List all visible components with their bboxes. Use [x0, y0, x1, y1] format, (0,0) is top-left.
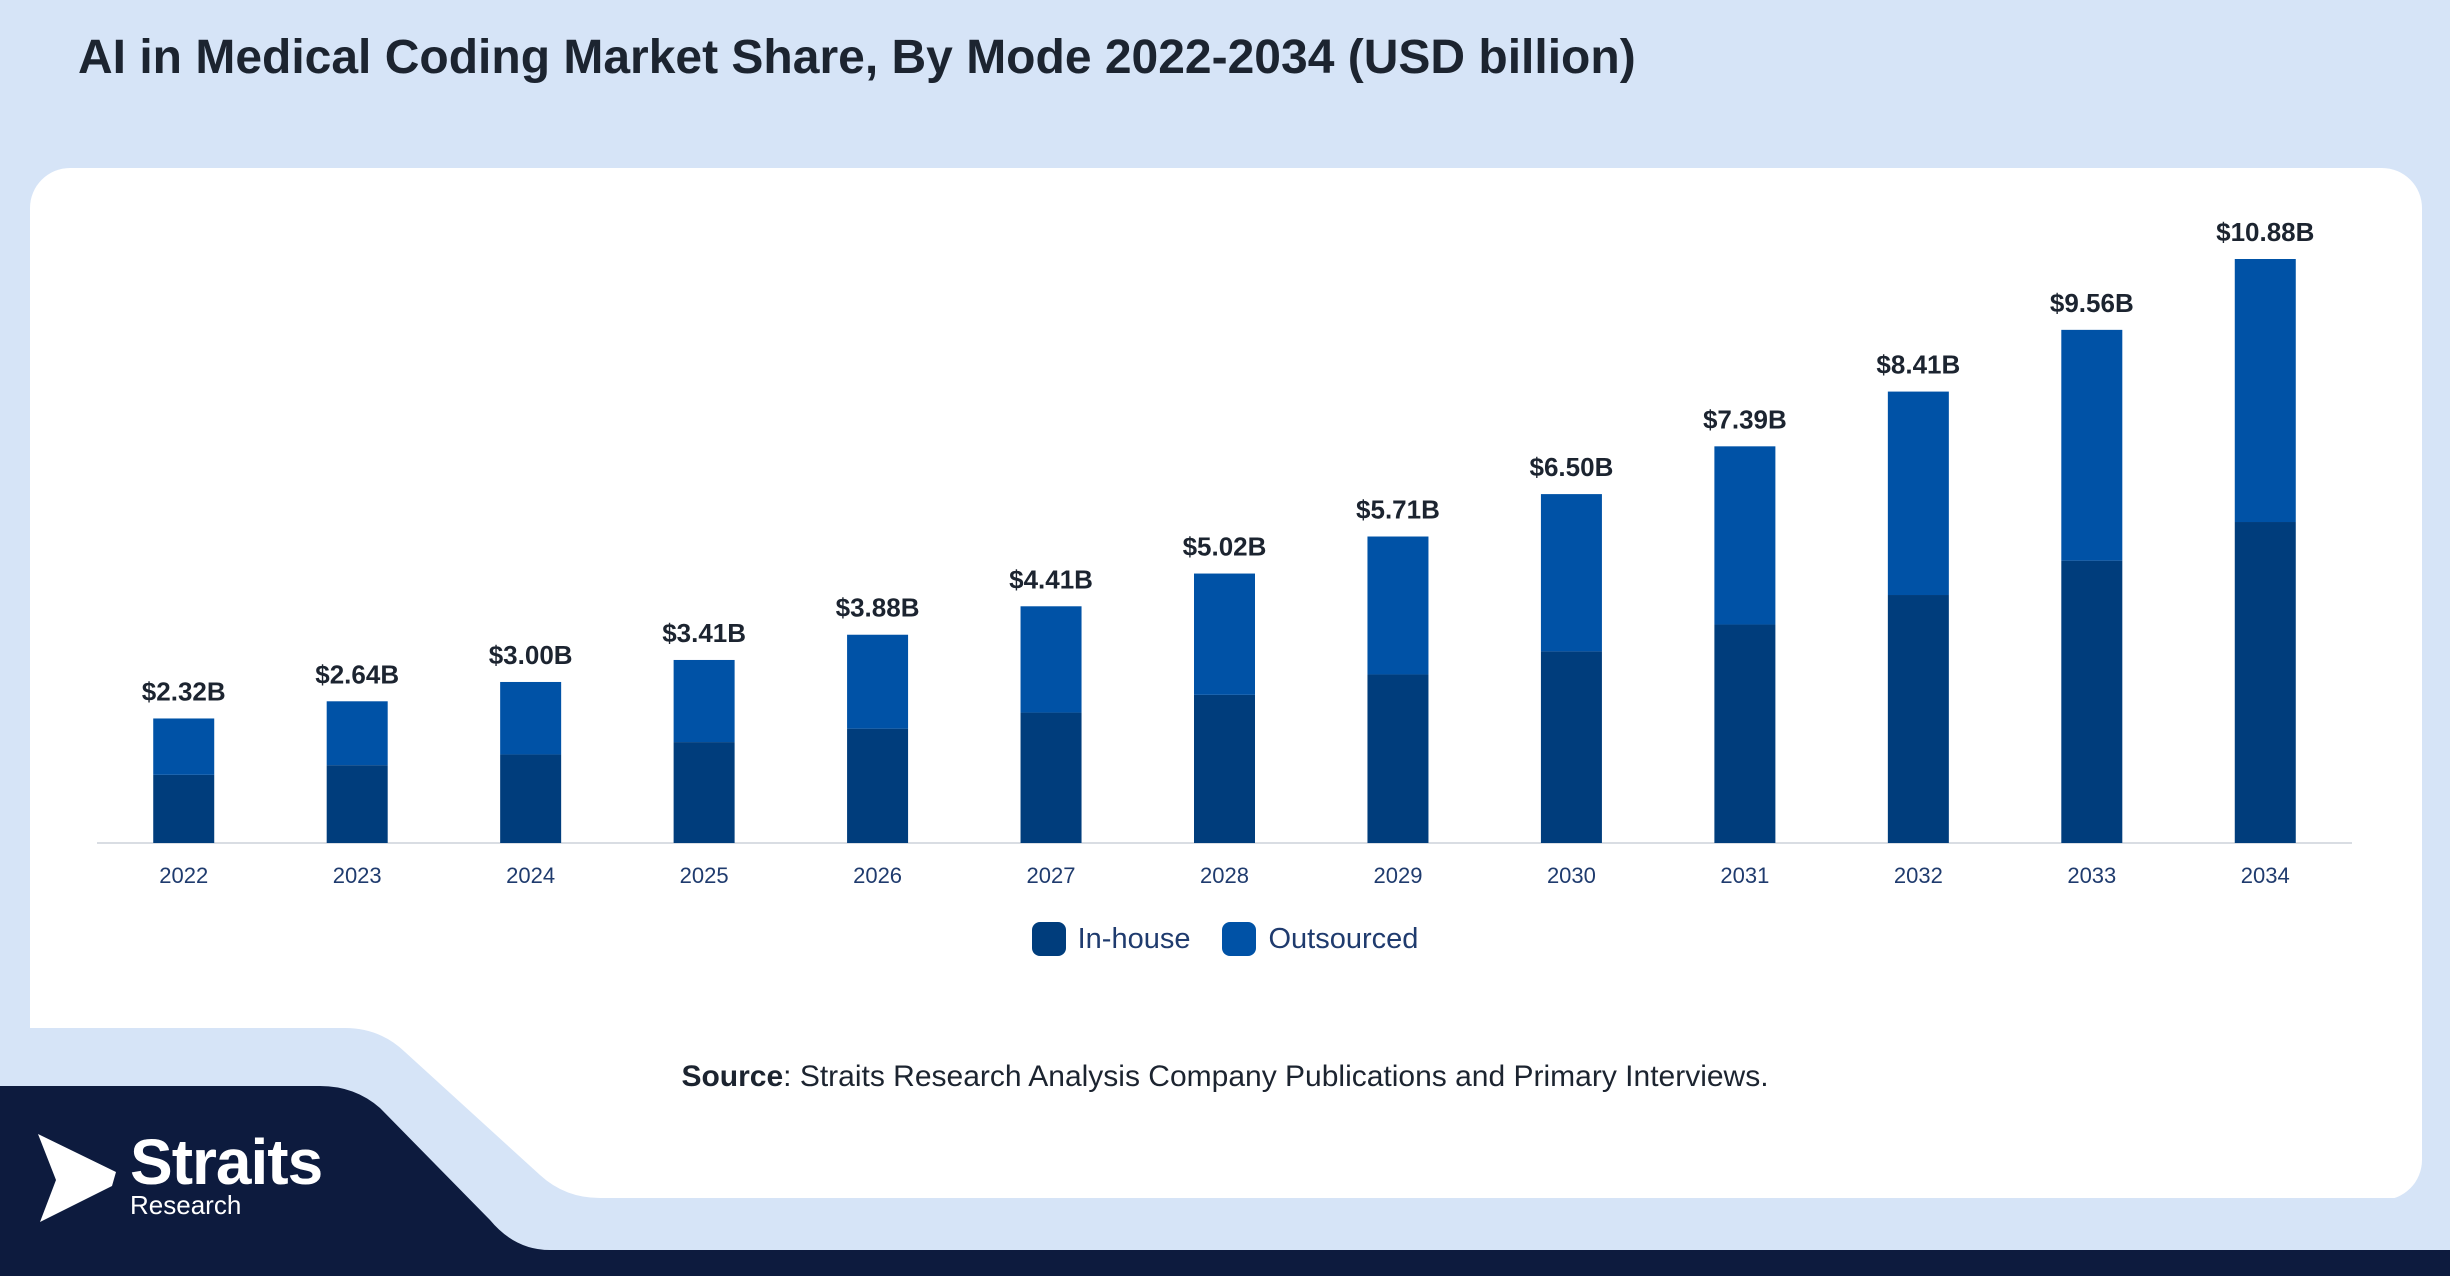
straits-logo-icon	[38, 1134, 116, 1222]
x-tick-label-2023: 2023	[333, 863, 382, 888]
x-tick-label-2033: 2033	[2067, 863, 2116, 888]
bar-in-house-2029	[1367, 674, 1429, 843]
data-label-2034: $10.88B	[2216, 217, 2314, 247]
bar-in-house-2024	[500, 754, 562, 843]
data-label-2026: $3.88B	[836, 593, 920, 623]
data-label-2032: $8.41B	[1876, 350, 1960, 380]
data-label-2024: $3.00B	[489, 640, 573, 670]
bar-outsourced-2024	[500, 681, 562, 755]
data-label-2023: $2.64B	[315, 659, 399, 689]
bar-outsourced-2031	[1714, 446, 1776, 625]
x-tick-label-2034: 2034	[2241, 863, 2290, 888]
bar-in-house-2030	[1540, 651, 1602, 843]
bar-in-house-2034	[2234, 522, 2296, 843]
data-label-2028: $5.02B	[1183, 532, 1267, 562]
chart-legend: In-house Outsourced	[0, 922, 2450, 956]
bar-in-house-2027	[1020, 712, 1082, 843]
bar-outsourced-2032	[1887, 391, 1949, 596]
panel-cutout	[0, 1028, 2450, 1276]
brand-name: Straits	[130, 1126, 323, 1198]
x-tick-label-2031: 2031	[1720, 863, 1769, 888]
x-tick-label-2022: 2022	[159, 863, 208, 888]
legend-swatch-in-house	[1031, 922, 1066, 956]
legend-label-outsourced: Outsourced	[1268, 922, 1419, 955]
bar-in-house-2032	[1887, 595, 1949, 843]
legend-item-outsourced: Outsourced	[1222, 922, 1418, 956]
data-label-2025: $3.41B	[662, 618, 746, 648]
legend-label-in-house: In-house	[1077, 922, 1191, 955]
legend-swatch-outsourced	[1222, 922, 1257, 956]
x-tick-label-2027: 2027	[1027, 863, 1076, 888]
source-label: Source	[681, 1060, 784, 1093]
bar-in-house-2028	[1194, 694, 1255, 843]
x-tick-label-2029: 2029	[1373, 863, 1422, 888]
bar-in-house-2025	[673, 742, 735, 843]
source-text: : Straits Research Analysis Company Publ…	[783, 1060, 1769, 1093]
bar-outsourced-2026	[847, 634, 909, 729]
x-tick-label-2028: 2028	[1200, 863, 1249, 888]
bar-outsourced-2025	[673, 659, 735, 743]
x-tick-label-2025: 2025	[680, 863, 729, 888]
data-label-2029: $5.71B	[1356, 495, 1440, 525]
bar-outsourced-2034	[2234, 259, 2296, 523]
bar-in-house-2023	[326, 765, 388, 843]
brand-subtitle: Research	[130, 1190, 242, 1220]
x-tick-label-2024: 2024	[506, 863, 555, 888]
data-label-2027: $4.41B	[1009, 564, 1093, 594]
bar-outsourced-2030	[1540, 494, 1602, 652]
x-tick-label-2026: 2026	[853, 863, 902, 888]
footer-band	[0, 1086, 2450, 1276]
bar-outsourced-2027	[1020, 606, 1082, 713]
source-note: Source: Straits Research Analysis Compan…	[0, 1060, 2450, 1094]
page-title: AI in Medical Coding Market Share, By Mo…	[78, 31, 1636, 84]
bar-in-house-2031	[1714, 624, 1776, 843]
legend-item-in-house: In-house	[1031, 922, 1191, 956]
bar-outsourced-2023	[326, 701, 388, 766]
data-label-2030: $6.50B	[1530, 452, 1614, 482]
bar-in-house-2026	[847, 728, 909, 843]
bar-outsourced-2028	[1194, 573, 1255, 695]
data-label-2031: $7.39B	[1703, 404, 1787, 434]
bar-outsourced-2022	[153, 718, 215, 775]
data-label-2022: $2.32B	[142, 676, 226, 706]
bar-in-house-2033	[2061, 560, 2123, 843]
x-tick-label-2032: 2032	[1894, 863, 1943, 888]
data-label-2033: $9.56B	[2050, 288, 2134, 318]
bar-outsourced-2029	[1367, 536, 1429, 675]
bar-outsourced-2033	[2061, 329, 2123, 561]
bar-in-house-2022	[153, 774, 215, 843]
x-tick-label-2030: 2030	[1547, 863, 1596, 888]
